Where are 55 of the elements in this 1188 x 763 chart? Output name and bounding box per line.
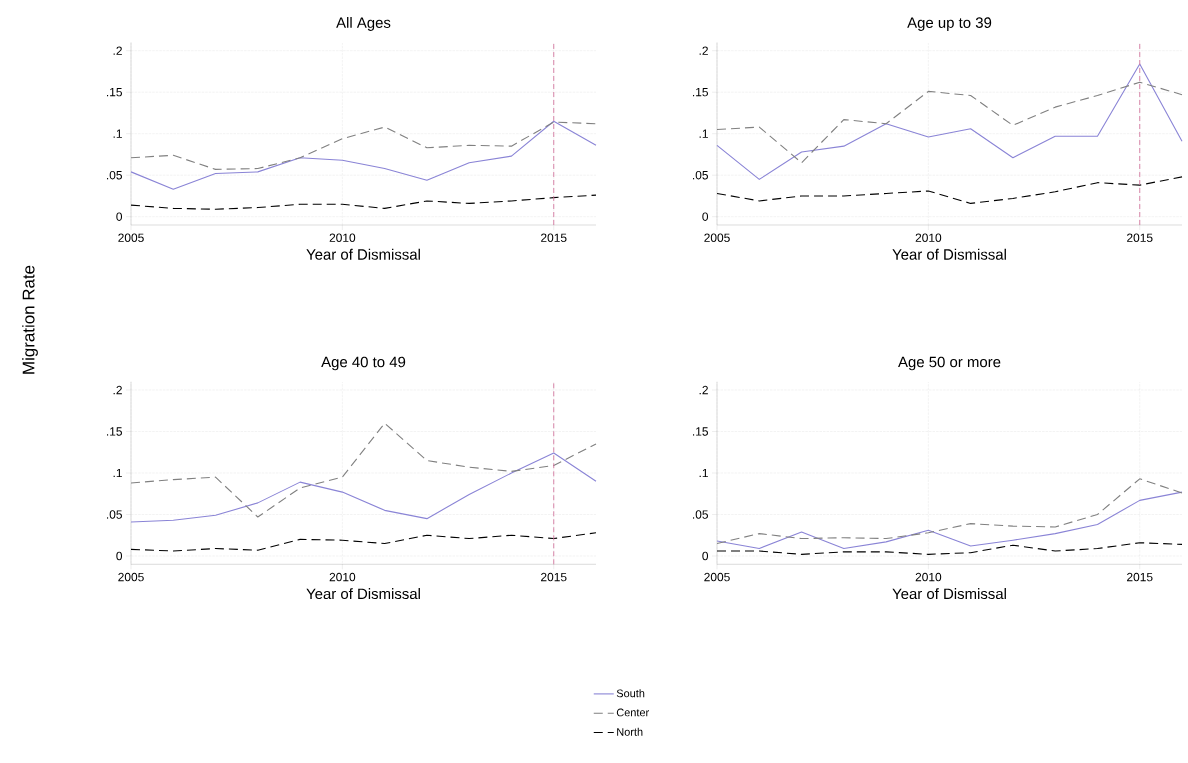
x-tick-label: 2015 xyxy=(541,233,567,242)
x-tick-label: 2015 xyxy=(1127,233,1153,242)
line-series xyxy=(716,542,1183,555)
line-series xyxy=(130,452,597,523)
x-tick-label: 2010 xyxy=(915,572,942,582)
y-tick-label: .05 xyxy=(106,510,122,519)
y-tick-label: .15 xyxy=(106,427,122,436)
line-series xyxy=(130,422,597,518)
x-axis-title: Year of Dismissal xyxy=(306,588,420,600)
line-series xyxy=(130,121,597,170)
y-tick-label: .15 xyxy=(106,88,122,97)
line-series xyxy=(716,81,1183,164)
x-tick-label: 2010 xyxy=(329,233,356,242)
chart-title: Age 40 to 49 xyxy=(321,356,406,371)
x-axis-title: Year of Dismissal xyxy=(892,248,1006,260)
y-tick-label: 0 xyxy=(116,551,123,561)
chart-title: All Ages xyxy=(336,16,391,31)
legend-label: Center xyxy=(616,708,649,717)
y-axis-title: Migration Rate xyxy=(22,265,38,374)
y-tick-label: .2 xyxy=(699,385,708,395)
y-tick-label: .05 xyxy=(692,170,708,180)
y-tick-label: .15 xyxy=(692,88,708,97)
y-tick-label: .1 xyxy=(699,468,708,478)
x-axis-title: Year of Dismissal xyxy=(306,248,420,260)
y-tick-label: .2 xyxy=(113,46,122,55)
chart-title: Age up to 39 xyxy=(907,17,992,31)
chart-title: Age 50 or more xyxy=(898,356,1001,371)
line-series xyxy=(716,63,1183,180)
y-tick-label: .2 xyxy=(699,46,708,55)
x-tick-label: 2015 xyxy=(541,572,567,582)
x-tick-label: 2010 xyxy=(329,572,356,582)
x-tick-label: 2005 xyxy=(118,233,144,242)
x-tick-label: 2005 xyxy=(704,233,730,242)
y-tick-label: .05 xyxy=(692,510,708,519)
y-tick-label: .05 xyxy=(106,170,122,180)
x-axis-title: Year of Dismissal xyxy=(892,588,1006,600)
x-tick-label: 2015 xyxy=(1127,572,1153,582)
y-tick-label: .2 xyxy=(113,385,122,395)
line-series xyxy=(716,478,1183,545)
y-tick-label: .15 xyxy=(692,427,708,436)
legend-label: South xyxy=(616,689,645,698)
legend-label: North xyxy=(617,727,643,736)
line-series xyxy=(130,120,597,190)
line-series xyxy=(716,176,1183,204)
x-tick-label: 2005 xyxy=(118,572,144,582)
line-series xyxy=(130,532,597,552)
line-series xyxy=(130,194,597,210)
x-tick-label: 2005 xyxy=(704,572,730,582)
y-tick-label: .1 xyxy=(699,129,708,138)
y-tick-label: .1 xyxy=(113,468,122,478)
y-tick-label: .1 xyxy=(113,129,122,138)
y-tick-label: 0 xyxy=(702,551,709,561)
y-tick-label: 0 xyxy=(116,212,123,221)
y-tick-label: 0 xyxy=(702,212,709,221)
x-tick-label: 2010 xyxy=(915,233,942,242)
